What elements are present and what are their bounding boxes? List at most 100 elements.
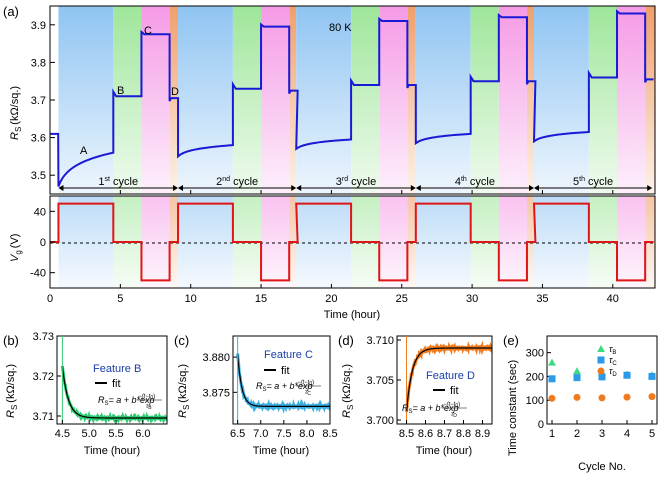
a-top-region-green [232, 6, 262, 194]
a-top-region-orange [407, 6, 416, 194]
panel-d: 8.5 8.6 8.7 8.8 8.9 3.710 3.705 3.700 (d) Featu… [338, 333, 493, 457]
a-bottom-region-blue [415, 196, 471, 288]
e-legend-marker-c [597, 356, 605, 364]
b-ytick-label: 3.73 [33, 331, 54, 343]
a-bottom-region-pink [617, 196, 646, 288]
b-xlabel: Time (hour) [84, 445, 140, 457]
e-ylabel: Time constant (sec) [507, 360, 519, 456]
cycle-arrowhead-right [647, 185, 653, 191]
point-label-d: D [171, 86, 179, 98]
d-eq-numerator: −(t−t0) [443, 402, 460, 409]
b-legend-label: fit [112, 378, 121, 390]
e-xtick-label: 1 [549, 428, 555, 440]
e-xtick-label: 4 [624, 428, 630, 440]
c-xtick-label: 7.5 [276, 428, 291, 440]
c-feature-label: Feature C [264, 349, 313, 361]
a-bottom-region-blue [296, 196, 352, 288]
e-ytick-label: 300 [526, 348, 544, 360]
a-top-region-blue [58, 6, 114, 194]
point-label-c: C [144, 25, 152, 37]
a-top-region-pink [261, 6, 290, 194]
e-xlabel: Cycle No. [578, 461, 626, 473]
a-top-region-pink [617, 6, 646, 194]
c-ytick-label: 3.880 [202, 352, 230, 364]
b-ticks: 4.5 5.0 5.5 6.0 3.73 3.72 3.71 [33, 331, 151, 440]
tau-c-point [648, 372, 656, 380]
a-bottom-region-blue [534, 196, 589, 288]
a-top-region-orange [289, 6, 297, 194]
tau-d-point [648, 393, 656, 401]
panel-e: 1 2 3 4 5 0 100 200 300 (e) τB τC τD Time consta… [503, 333, 658, 473]
a-top-region-blue [178, 6, 233, 194]
c-xtick-label: 6.5 [230, 428, 245, 440]
cycle-label: 5th cycle [573, 176, 613, 188]
b-ytick-label: 3.71 [33, 411, 54, 423]
a-top-ytick-label: 3.5 [31, 170, 46, 182]
a-top-region-blue [534, 6, 589, 194]
d-ytick-label: 3.705 [366, 375, 394, 387]
panel-b: 4.5 5.0 5.5 6.0 3.73 3.72 3.71 (b) Feature B f… [3, 331, 168, 457]
tau-c-point [548, 375, 556, 383]
c-ytick-label: 3.875 [202, 387, 230, 399]
a-top-region-blue [415, 6, 471, 194]
cycle-arrowhead-left [415, 185, 421, 191]
tau-b-point [573, 367, 581, 375]
a-top-ytick-label: 3.9 [31, 20, 46, 32]
c-xtick-label: 7.0 [253, 428, 268, 440]
cycle-label: 4th cycle [455, 176, 495, 188]
panel-b-letter: (b) [3, 333, 19, 348]
b-xtick-label: 4.5 [55, 428, 70, 440]
a-bottom-ytick-label: -40 [30, 268, 46, 280]
c-eq-numerator: −(t−t0) [297, 380, 314, 387]
d-xtick-label: 8.6 [418, 428, 433, 440]
a-xtick-label: 35 [536, 293, 548, 305]
e-legend-marker-b [597, 345, 605, 352]
a-bottom-region-pink [379, 196, 408, 288]
a-top-region-green [351, 6, 380, 194]
b-xtick-label: 5.0 [82, 428, 97, 440]
a-xtick-label: 40 [607, 293, 619, 305]
cycle-arrowhead-left [296, 185, 302, 191]
d-feature-label: Feature D [426, 370, 475, 382]
cycle-arrowhead-left [178, 185, 184, 191]
a-bottom-region-pink [141, 196, 170, 288]
e-xtick-label: 2 [574, 428, 580, 440]
tau-d-point [598, 394, 606, 402]
cycle-label: 3rd cycle [336, 176, 376, 188]
cycle-arrowhead-right [410, 185, 416, 191]
a-top-ylabel: RS(kΩ/sq.) [9, 86, 23, 140]
a-bottom-region-pink [261, 196, 290, 288]
a-top-region-orange [645, 6, 655, 194]
a-top-region-blue [296, 6, 352, 194]
a-bottom-region-pink [498, 196, 527, 288]
panel-c-letter: (c) [174, 333, 189, 348]
a-xtick-label: 25 [396, 293, 408, 305]
d-equation: RS= a + b*exp [402, 403, 459, 415]
a-top-ytick-label: 3.6 [31, 133, 46, 145]
e-ytick-label: 0 [538, 419, 544, 431]
cycle-label: 2nd cycle [216, 176, 258, 188]
tau-c-point [573, 374, 581, 382]
b-ytick-label: 3.72 [33, 371, 54, 383]
a-bottom-ytick-label: 0 [40, 237, 46, 249]
a-top-region-green [470, 6, 499, 194]
tau-d-point [623, 393, 631, 401]
b-equation: RS= a + b*exp [98, 395, 155, 407]
vg-series-line [50, 202, 654, 282]
b-eq-numerator: −(t−t0) [138, 394, 155, 401]
a-top-region-pink [498, 6, 527, 194]
c-equation: RS= a + b*exp [256, 381, 313, 393]
c-legend-label: fit [281, 365, 290, 377]
e-xtick-label: 3 [599, 428, 605, 440]
d-xtick-label: 8.7 [437, 428, 452, 440]
a-top-region-pink [141, 6, 170, 194]
cycle-arrowhead-right [529, 185, 534, 191]
a-xtick-label: 0 [47, 293, 53, 305]
e-legend: τB τC τD [597, 344, 617, 378]
a-top-regions [58, 6, 655, 194]
a-xtick-label: 10 [185, 293, 197, 305]
c-fit-line [237, 353, 330, 407]
c-xlabel: Time (hour) [253, 445, 309, 457]
